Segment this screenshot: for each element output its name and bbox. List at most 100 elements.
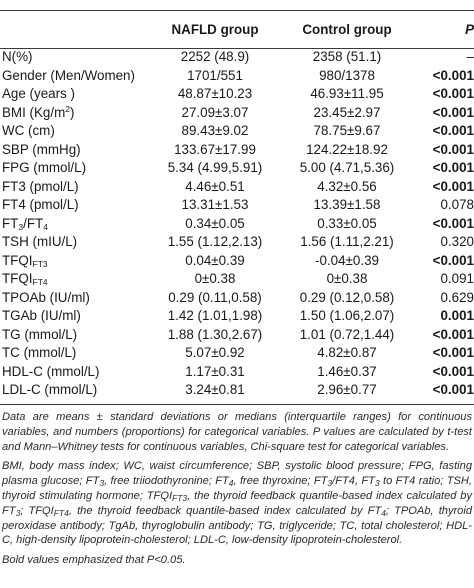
row-label: TFQIFT3 [2,252,48,269]
nafld-value: 1.88 (1.30,2.67) [167,326,263,342]
p-value: <0.001 [432,67,474,83]
p-value: <0.001 [432,215,474,231]
table-row: TFQIFT3 0.04±0.39 -0.04±0.39 <0.001 [0,252,474,271]
row-label: BMI (Kg/m2) [2,103,75,120]
row-label: N(%) [2,49,33,64]
row-label: TFQIFT4 [2,271,48,287]
nafld-value: 89.43±9.02 [181,123,249,138]
p-value: <0.001 [432,86,474,101]
nafld-value: 2252 (48.9) [180,49,250,64]
table-row: TPOAb (IU/ml) 0.29 (0.11,0.58) 0.29 (0.12,… [0,289,474,308]
row-label: FT4 (pmol/L) [2,197,79,212]
table-row: TSH (mIU/L) 1.55 (1.12,2.13) 1.56 (1.11,2.… [0,233,474,252]
control-value: 4.82±0.87 [317,345,377,360]
p-value: <0.001 [432,160,474,175]
top-rule [0,10,474,12]
nafld-value: 1701/551 [187,67,243,83]
p-value: <0.001 [432,123,474,138]
control-value: 46.93±11.95 [310,86,384,101]
nafld-value: 1.17±0.31 [185,363,245,379]
control-value: 0.29 (0.12,0.58) [299,289,395,305]
table-row: TGAb (IU/ml) 1.42 (1.01,1.98) 1.50 (1.06,2… [0,307,474,326]
row-label: WC (cm) [2,123,55,138]
table-row: HDL-C (mmol/L) 1.17±0.31 1.46±0.37 <0.001 [0,363,474,382]
nafld-value: 13.31±1.53 [181,197,249,212]
table-row: WC (cm) 89.43±9.02 78.75±9.67 <0.001 [0,122,474,141]
control-value: 0±0.38 [326,271,368,286]
p-value: 0.629 [440,289,474,305]
row-label: FT3 (pmol/L) [2,178,79,194]
note-bold-values: Bold values emphasized that P<0.05. [2,554,186,567]
row-label: TG (mmol/L) [2,326,78,342]
table-row: TG (mmol/L) 1.88 (1.30,2.67) 1.01 (0.72,1.… [0,326,474,345]
row-label: TGAb (IU/ml) [2,308,81,323]
row-label: FPG (mmol/L) [2,160,87,175]
control-value: 13.39±1.58 [313,197,381,212]
nafld-value: 1.55 (1.12,2.13) [167,234,263,249]
nafld-value: 0.34±0.05 [185,215,245,231]
nafld-value: 27.09±3.07 [181,104,249,120]
p-value: 0.320 [440,234,474,249]
p-value: <0.001 [432,141,474,157]
note-data-description: Data are means ± standard deviations or … [2,411,472,453]
header-variable [0,12,149,48]
row-label: LDL-C (mmol/L) [2,382,98,397]
p-value: <0.001 [432,345,474,360]
nafld-value: 1.42 (1.01,1.98) [167,308,263,323]
bottom-rule [0,404,474,405]
control-value: -0.04±0.39 [315,252,379,268]
row-label: Gender (Men/Women) [2,67,135,83]
nafld-value: 0.29 (0.11,0.58) [168,289,262,305]
control-value: 1.50 (1.06,2.07) [299,308,395,323]
nafld-value: 48.87±10.23 [177,86,253,101]
row-label: Age (years ) [2,86,75,101]
control-value: 980/1378 [319,67,375,83]
row-label: TPOAb (IU/ml) [2,289,90,305]
control-value: 5.00 (4.71,5.36) [299,160,395,175]
table-row: FPG (mmol/L) 5.34 (4.99,5.91) 5.00 (4.71,5… [0,159,474,178]
p-value: 0.001 [440,308,474,323]
note-abbreviations: BMI, body mass index; WC, waist circumfe… [2,460,472,547]
header-row: NAFLD group Control group P [0,12,474,48]
table-notes: Data are means ± standard deviations or … [2,410,472,573]
header-nafld: NAFLD group [171,22,259,37]
row-label: FT3/FT4 [2,215,48,232]
control-value: 2358 (51.1) [312,49,382,64]
table-row: BMI (Kg/m2) 27.09±3.07 23.45±2.97 <0.001 [0,104,474,123]
control-value: 23.45±2.97 [313,104,381,120]
p-value: <0.001 [432,178,474,194]
nafld-value: 0±0.38 [194,271,236,286]
p-value: <0.001 [432,326,474,342]
control-value: 124.22±18.92 [306,141,388,157]
control-value: 4.32±0.56 [317,178,377,194]
nafld-value: 5.34 (4.99,5.91) [167,160,263,175]
table-row: SBP (mmHg) 133.67±17.99 124.22±18.92 <0.001 [0,141,474,160]
table-row: Age (years ) 48.87±10.23 46.93±11.95 <0.001 [0,85,474,104]
control-value: 78.75±9.67 [313,123,381,138]
table-row: TFQIFT4 0±0.38 0±0.38 0.091 [0,270,474,289]
header-rule [0,48,474,49]
p-value: 0.078 [440,197,474,212]
results-table: NAFLD group Control group P N(%) 2252 (48… [0,12,474,400]
table-row: FT4 (pmol/L) 13.31±1.53 13.39±1.58 0.078 [0,196,474,215]
row-label: HDL-C (mmol/L) [2,363,100,379]
control-value: 1.56 (1.11,2.21) [300,234,394,249]
header-p: P [465,22,474,37]
row-label: SBP (mmHg) [2,141,81,157]
table-row: N(%) 2252 (48.9) 2358 (51.1) – [0,48,474,67]
row-label: TC (mmol/L) [2,345,77,360]
nafld-value: 0.04±0.39 [185,252,245,268]
table-row: Gender (Men/Women) 1701/551 980/1378 <0.001 [0,67,474,86]
table-row: LDL-C (mmol/L) 3.24±0.81 2.96±0.77 <0.001 [0,381,474,400]
table-row: TC (mmol/L) 5.07±0.92 4.82±0.87 <0.001 [0,344,474,363]
table-row: FT3 (pmol/L) 4.46±0.51 4.32±0.56 <0.001 [0,178,474,197]
control-value: 2.96±0.77 [317,382,377,397]
p-value: – [466,49,474,64]
table-row: FT3/FT4 0.34±0.05 0.33±0.05 <0.001 [0,215,474,234]
p-value: <0.001 [432,252,474,268]
p-value: <0.001 [432,104,474,120]
table-body: N(%) 2252 (48.9) 2358 (51.1) – Gender (Men/W… [0,48,474,400]
nafld-value: 4.46±0.51 [185,178,245,194]
p-value: <0.001 [432,363,474,379]
p-value: 0.091 [440,271,474,286]
